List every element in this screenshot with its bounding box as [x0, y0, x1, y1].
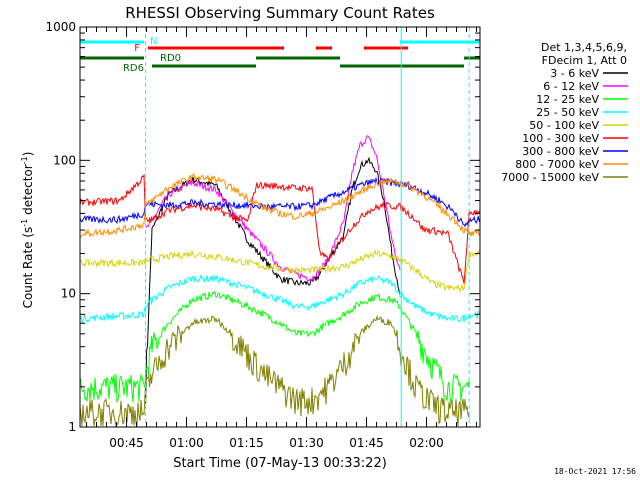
y-tick-label: 1 [68, 420, 76, 434]
plot-frame [79, 26, 481, 428]
night-lines-layer [145, 27, 470, 427]
series-line-800-7000-kev [79, 172, 481, 238]
legend-header-line: Det 1,3,4,5,6,9, [541, 41, 627, 54]
x-tick-label: 00:45 [109, 436, 144, 450]
footer-timestamp: 18-Oct-2021 17:56 [554, 467, 636, 476]
x-tick-label: 01:00 [169, 436, 204, 450]
legend-entry-label: 50 - 100 keV [529, 119, 599, 132]
legend-entry-label: 100 - 300 keV [522, 132, 599, 145]
y-tick-label: 1000 [45, 20, 76, 34]
flag-label-rd6: RD6 [123, 63, 144, 74]
series-layer [79, 135, 481, 428]
legend-entry-label: 25 - 50 keV [536, 106, 599, 119]
y-axis-label: Count Rate (s-1 detector-1) [20, 152, 35, 309]
series-line-3-6-kev [145, 156, 401, 404]
flag-bars-layer: NF RD0 RD6 [80, 36, 480, 74]
series-line-300-800-kev [79, 176, 481, 228]
legend-entry-label: 12 - 25 keV [536, 93, 599, 106]
legend-entry-label: 300 - 800 keV [522, 145, 599, 158]
legend-header-line: FDecim 1, Att 0 [542, 54, 627, 67]
legend-entry-label: 3 - 6 keV [550, 67, 599, 80]
flag-label-n: N [150, 36, 157, 47]
chart-title: RHESSI Observing Summary Count Rates [125, 4, 435, 22]
y-tick-label: 100 [53, 153, 76, 167]
axes-layer: 1 10 100 1000 00:45 01:00 01:15 01:30 01:45 02:00 [45, 20, 480, 450]
y-tick-label: 10 [61, 287, 76, 301]
series-line-50-100-kev [79, 249, 481, 293]
series-line-7000-15000-kev [79, 314, 470, 428]
flag-label-f: F [134, 43, 140, 54]
legend-entry-label: 7000 - 15000 keV [501, 171, 599, 184]
legend-entry-label: 800 - 7000 keV [515, 158, 599, 171]
x-axis-label: Start Time (07-May-13 00:33:22) [173, 456, 387, 471]
x-tick-label: 01:30 [289, 436, 324, 450]
series-line-25-50-kev [79, 273, 481, 323]
x-tick-label: 02:00 [409, 436, 444, 450]
legend-entry-label: 6 - 12 keV [543, 80, 599, 93]
series-line-100-300-kev [79, 173, 481, 284]
legend: Det 1,3,4,5,6,9,FDecim 1, Att 03 - 6 keV… [501, 41, 628, 184]
flag-label-rd0: RD0 [160, 53, 181, 64]
x-tick-label: 01:45 [349, 436, 384, 450]
x-tick-label: 01:15 [229, 436, 264, 450]
series-line-6-12-kev [145, 135, 401, 282]
